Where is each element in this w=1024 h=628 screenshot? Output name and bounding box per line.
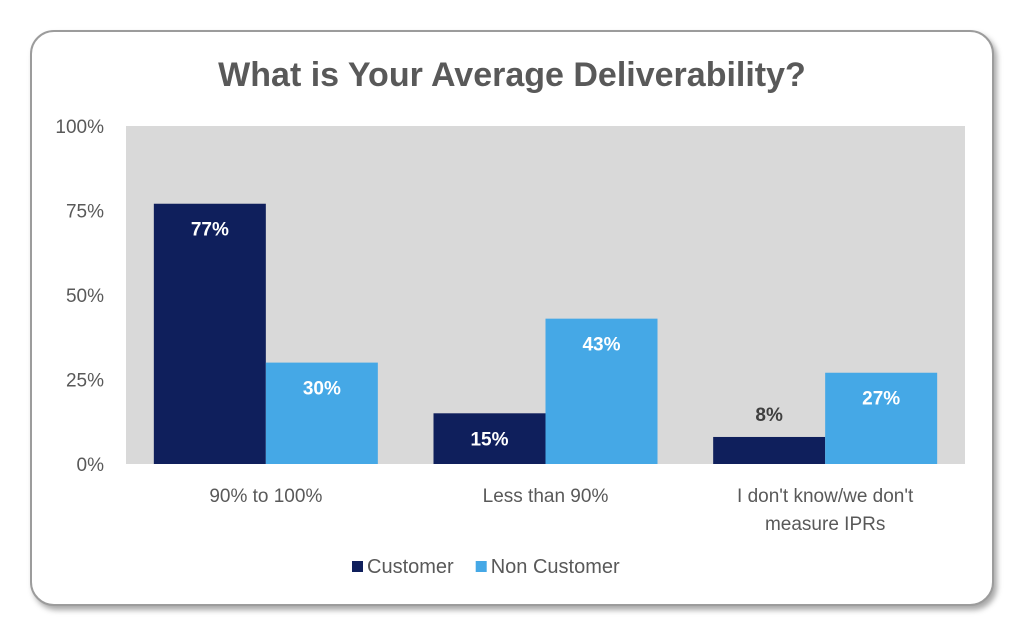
- y-tick-label: 50%: [66, 286, 104, 307]
- bar-non-customer: [545, 318, 658, 464]
- data-label: 30%: [303, 379, 341, 400]
- y-tick-label: 100%: [55, 117, 104, 138]
- bar-customer: [713, 436, 826, 464]
- bar-customer: [153, 203, 266, 465]
- bar-non-customer: [825, 372, 938, 464]
- y-tick-label: 75%: [66, 202, 104, 223]
- chart-title: What is Your Average Deliverability?: [218, 56, 806, 94]
- bar-customer: [433, 413, 546, 464]
- x-tick-label: I don't know/we don't measure IPRs: [737, 486, 914, 535]
- y-tick-label: 0%: [77, 455, 105, 476]
- x-tick-label: Less than 90%: [483, 486, 609, 507]
- data-label: 8%: [755, 405, 783, 426]
- legend-label: Customer: [367, 556, 454, 578]
- legend-label: Non Customer: [491, 556, 620, 578]
- y-tick-label: 25%: [66, 371, 104, 392]
- legend: Customer Non Customer: [352, 556, 620, 578]
- bar-non-customer: [265, 362, 378, 464]
- data-label: 27%: [862, 389, 900, 410]
- data-label: 43%: [582, 335, 620, 356]
- x-axis: 90% to 100% Less than 90% I don't know/we …: [209, 486, 914, 535]
- y-axis: 0% 25% 50% 75% 100%: [55, 117, 104, 476]
- data-label: 77%: [191, 220, 229, 241]
- legend-swatch: [352, 561, 363, 572]
- x-tick-label: 90% to 100%: [209, 486, 322, 507]
- bars: 77% 15% 8% 30% 43% 27%: [153, 203, 938, 465]
- legend-swatch: [475, 561, 487, 572]
- data-label: 15%: [470, 429, 508, 450]
